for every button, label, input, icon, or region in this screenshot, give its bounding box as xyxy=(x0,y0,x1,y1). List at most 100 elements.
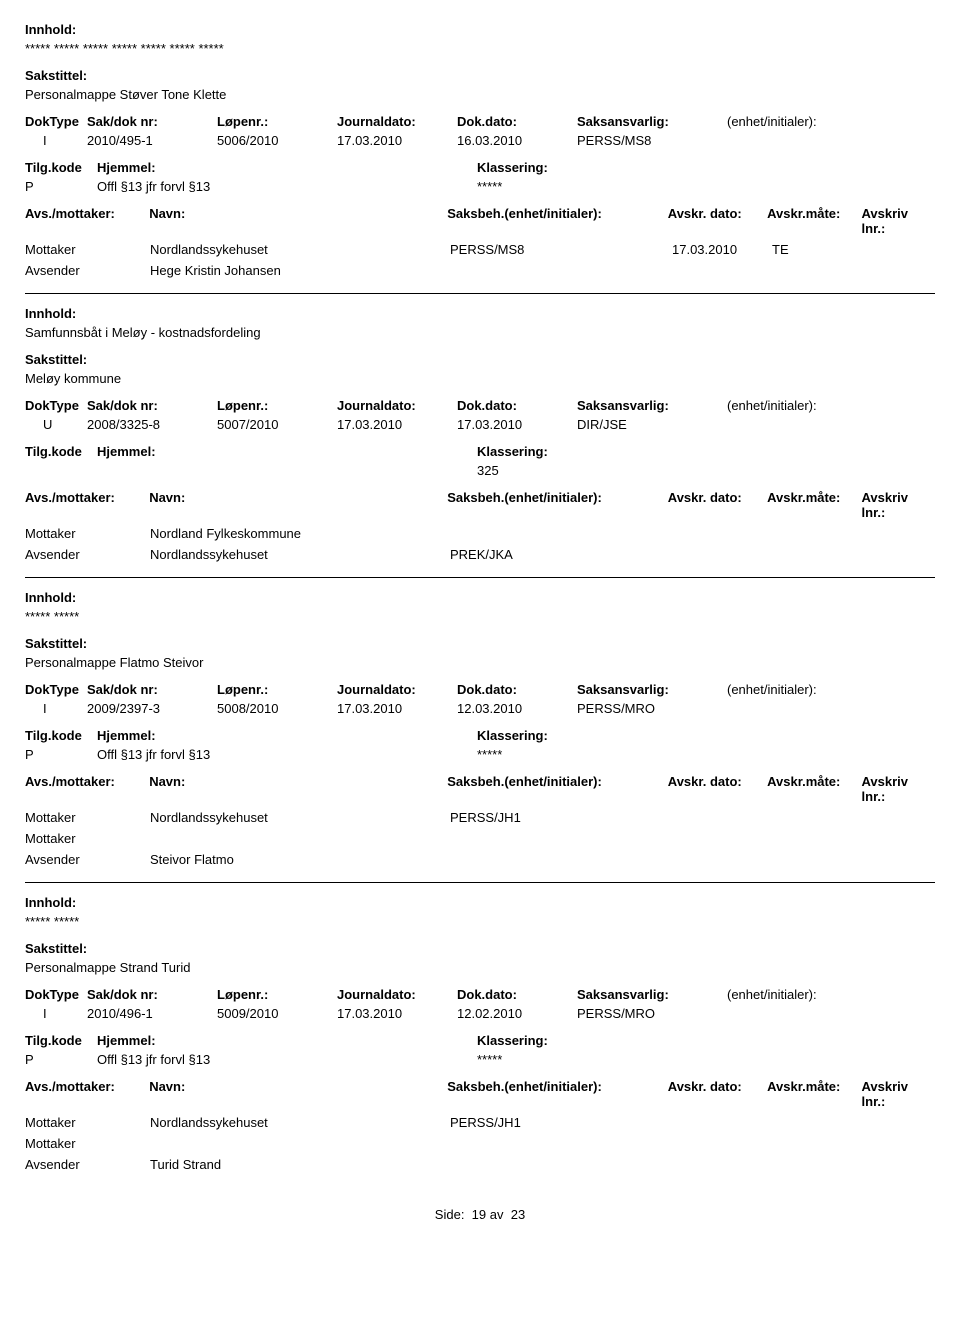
journaldato-value: 17.03.2010 xyxy=(337,701,457,716)
hjemmel-label: Hjemmel: xyxy=(97,160,477,175)
party-role: Mottaker xyxy=(25,831,150,846)
dokdato-value: 12.03.2010 xyxy=(457,701,577,716)
doktype-value: I xyxy=(25,701,87,716)
sakdok-label: Sak/dok nr: xyxy=(87,987,217,1002)
saksbeh-label: Saksbeh.(enhet/initialer): xyxy=(447,490,668,505)
saksansvarlig-label: Saksansvarlig: xyxy=(577,114,727,129)
saksbeh-label: Saksbeh.(enhet/initialer): xyxy=(447,774,668,789)
party-saksbeh: PERSS/JH1 xyxy=(450,1115,672,1130)
navn-label: Navn: xyxy=(149,206,447,221)
party-role: Mottaker xyxy=(25,526,150,541)
journal-record: Innhold:Samfunnsbåt i Meløy - kostnadsfo… xyxy=(25,306,935,578)
avskrdato-label: Avskr. dato: xyxy=(668,774,767,789)
enhet-label: (enhet/initialer): xyxy=(727,398,907,413)
innhold-value: ***** ***** ***** ***** ***** ***** ****… xyxy=(25,41,935,56)
avskrmate-label: Avskr.måte: xyxy=(767,206,861,221)
party-saksbeh: PREK/JKA xyxy=(450,547,672,562)
avskrdato-label: Avskr. dato: xyxy=(668,490,767,505)
party-navn: Nordlandssykehuset xyxy=(150,1115,450,1130)
hjemmel-value: Offl §13 jfr forvl §13 xyxy=(97,179,477,194)
party-role: Mottaker xyxy=(25,1136,150,1151)
lopenr-label: Løpenr.: xyxy=(217,398,337,413)
hjemmel-label: Hjemmel: xyxy=(97,444,477,459)
klassering-label: Klassering: xyxy=(477,160,548,175)
dokdato-label: Dok.dato: xyxy=(457,114,577,129)
avskrdato-label: Avskr. dato: xyxy=(668,1079,767,1094)
party-role: Avsender xyxy=(25,1157,150,1172)
sakdok-value: 2008/3325-8 xyxy=(87,417,217,432)
doktype-value: I xyxy=(25,1006,87,1021)
tilgkode-label: Tilg.kode xyxy=(25,160,97,175)
records-container: Innhold: ***** ***** ***** ***** ***** **… xyxy=(25,22,935,1187)
saksansvarlig-value: PERSS/MS8 xyxy=(577,133,727,148)
dokdato-label: Dok.dato: xyxy=(457,682,577,697)
avskrivlnr-label: Avskriv lnr.: xyxy=(862,1079,935,1109)
klassering-value: ***** xyxy=(477,179,502,194)
journaldato-value: 17.03.2010 xyxy=(337,417,457,432)
av-label: av xyxy=(490,1207,504,1222)
journaldato-label: Journaldato: xyxy=(337,114,457,129)
klassering-label: Klassering: xyxy=(477,728,548,743)
journaldato-value: 17.03.2010 xyxy=(337,1006,457,1021)
avsmottaker-label: Avs./mottaker: xyxy=(25,774,149,789)
party-avskrdato: 17.03.2010 xyxy=(672,242,772,257)
enhet-label: (enhet/initialer): xyxy=(727,682,907,697)
sakstittel-value: Personalmappe Strand Turid xyxy=(25,960,935,975)
sakdok-label: Sak/dok nr: xyxy=(87,682,217,697)
lopenr-label: Løpenr.: xyxy=(217,682,337,697)
dokdato-label: Dok.dato: xyxy=(457,987,577,1002)
dokdato-value: 17.03.2010 xyxy=(457,417,577,432)
avsmottaker-label: Avs./mottaker: xyxy=(25,490,149,505)
party-role: Avsender xyxy=(25,547,150,562)
tilgkode-value: P xyxy=(25,1052,97,1067)
innhold-value: ***** ***** xyxy=(25,914,935,929)
party-navn: Nordland Fylkeskommune xyxy=(150,526,450,541)
sakstittel-label: Sakstittel: xyxy=(25,68,935,83)
doktype-label: DokType xyxy=(25,398,87,413)
tilgkode-value: P xyxy=(25,747,97,762)
doktype-value: U xyxy=(25,417,87,432)
lopenr-label: Løpenr.: xyxy=(217,987,337,1002)
page-footer: Side: 19 av 23 xyxy=(25,1207,935,1222)
journaldato-label: Journaldato: xyxy=(337,398,457,413)
sakdok-value: 2010/496-1 xyxy=(87,1006,217,1021)
sakstittel-value: Personalmappe Flatmo Steivor xyxy=(25,655,935,670)
lopenr-value: 5008/2010 xyxy=(217,701,337,716)
avskrmate-label: Avskr.måte: xyxy=(767,1079,861,1094)
avskrdato-label: Avskr. dato: xyxy=(668,206,767,221)
party-role: Avsender xyxy=(25,263,150,278)
journaldato-label: Journaldato: xyxy=(337,987,457,1002)
sakdok-value: 2009/2397-3 xyxy=(87,701,217,716)
saksansvarlig-value: DIR/JSE xyxy=(577,417,727,432)
avsmottaker-label: Avs./mottaker: xyxy=(25,206,149,221)
hjemmel-value: Offl §13 jfr forvl §13 xyxy=(97,747,477,762)
innhold-value: ***** ***** xyxy=(25,609,935,624)
party-role: Avsender xyxy=(25,852,150,867)
journal-record: Innhold: ***** ***** Sakstittel: Personalma… xyxy=(25,895,935,1187)
klassering-label: Klassering: xyxy=(477,1033,548,1048)
page-current: 19 xyxy=(472,1207,486,1222)
party-role: Mottaker xyxy=(25,1115,150,1130)
saksansvarlig-label: Saksansvarlig: xyxy=(577,682,727,697)
party-navn: Steivor Flatmo xyxy=(150,852,450,867)
enhet-label: (enhet/initialer): xyxy=(727,987,907,1002)
sakstittel-label: Sakstittel: xyxy=(25,352,935,367)
avskrivlnr-label: Avskriv lnr.: xyxy=(862,206,935,236)
tilgkode-label: Tilg.kode xyxy=(25,728,97,743)
innhold-label: Innhold: xyxy=(25,590,935,605)
enhet-label: (enhet/initialer): xyxy=(727,114,907,129)
party-role: Mottaker xyxy=(25,810,150,825)
journaldato-label: Journaldato: xyxy=(337,682,457,697)
doktype-label: DokType xyxy=(25,682,87,697)
lopenr-value: 5007/2010 xyxy=(217,417,337,432)
klassering-value: ***** xyxy=(477,1052,502,1067)
tilgkode-label: Tilg.kode xyxy=(25,444,97,459)
party-navn: Nordlandssykehuset xyxy=(150,242,450,257)
lopenr-value: 5006/2010 xyxy=(217,133,337,148)
klassering-label: Klassering: xyxy=(477,444,548,459)
doktype-label: DokType xyxy=(25,114,87,129)
sakstittel-label: Sakstittel: xyxy=(25,941,935,956)
innhold-label: Innhold: xyxy=(25,895,935,910)
avskrmate-label: Avskr.måte: xyxy=(767,490,861,505)
party-navn: Turid Strand xyxy=(150,1157,450,1172)
